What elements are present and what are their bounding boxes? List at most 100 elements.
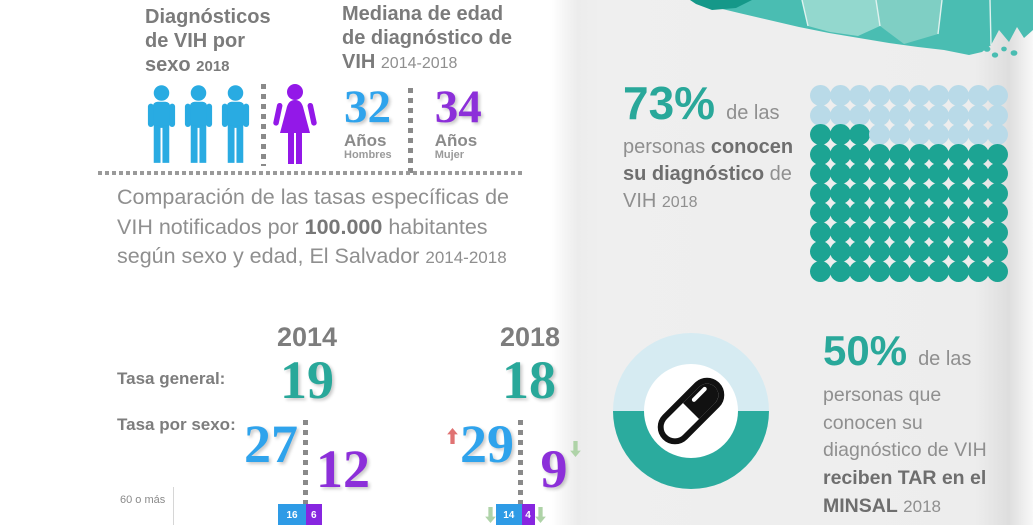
men-age-label: Hombres — [344, 149, 392, 161]
waffle-row — [810, 143, 1009, 165]
waffle-dot-filled — [869, 182, 891, 204]
waffle-dot-filled — [888, 260, 910, 282]
male-person-icon — [221, 85, 250, 163]
median-age-women: 34 Años Mujer — [435, 84, 482, 174]
age-bars-2018: 14 4 — [485, 504, 546, 525]
men-age-unit: Años — [344, 131, 387, 150]
comparison-intro-bold: 100.000 — [304, 214, 383, 239]
waffle-dot-filled — [888, 182, 910, 204]
waffle-dot-filled — [947, 260, 969, 282]
women-age-value: 34 — [434, 81, 482, 133]
comparison-intro-text-2: habitantes según sexo y edad, El Salvado… — [117, 214, 488, 269]
waffle-dot-empty — [987, 104, 1009, 126]
waffle-row — [810, 221, 1009, 243]
tar-suffix: de las — [918, 348, 972, 370]
know-status-post: de VIH — [623, 163, 792, 212]
median-age-divider-dots — [407, 88, 413, 174]
sex-ratio-pictogram — [145, 84, 317, 166]
know-status-text: personas conocen su diagnóstico de VIH 2… — [623, 134, 805, 215]
tar-year: 2018 — [903, 496, 941, 516]
pill-icon — [657, 377, 725, 445]
waffle-dot-filled — [967, 143, 989, 165]
know-status-headline: 73% de las — [623, 80, 779, 126]
waffle-dot-empty — [849, 104, 871, 126]
waffle-dot-filled — [928, 221, 950, 243]
waffle-dot-empty — [849, 85, 871, 106]
waffle-dot-filled — [829, 163, 851, 184]
down-arrow-icon — [534, 507, 546, 523]
sexo-divider-2018 — [518, 420, 523, 504]
waffle-dot-empty — [947, 104, 969, 126]
el-salvador-map — [690, 0, 1033, 58]
waffle-row — [810, 260, 1009, 282]
bar-female-2018: 4 — [521, 504, 535, 525]
waffle-dot-empty — [908, 85, 930, 106]
waffle-dot-empty — [908, 124, 930, 145]
waffle-dot-empty — [928, 85, 950, 106]
waffle-dot-empty — [967, 124, 989, 145]
waffle-dot-filled — [810, 202, 831, 223]
waffle-row — [810, 124, 1009, 145]
waffle-dot-filled — [987, 260, 1009, 282]
waffle-dot-filled — [928, 163, 950, 184]
bar-male-2018: 14 — [496, 504, 522, 525]
map-borders — [801, 0, 992, 46]
waffle-dot-filled — [829, 124, 851, 145]
tasa-mujeres-2014: 12 — [316, 439, 370, 499]
waffle-dot-filled — [869, 163, 891, 184]
waffle-dot-empty — [947, 124, 969, 145]
down-arrow-icon — [570, 441, 581, 457]
year-header-2014: 2014 — [276, 322, 338, 352]
waffle-dot-empty — [947, 85, 969, 106]
waffle-dot-filled — [849, 202, 871, 223]
waffle-dot-empty — [888, 124, 910, 145]
waffle-dot-filled — [849, 221, 871, 243]
women-age-unit: Años — [434, 131, 478, 150]
waffle-dot-filled — [810, 260, 831, 282]
waffle-dot-filled — [888, 221, 910, 243]
waffle-dot-filled — [967, 221, 989, 243]
waffle-dot-filled — [947, 182, 969, 204]
waffle-dot-empty — [967, 85, 989, 106]
waffle-dot-filled — [987, 143, 1009, 165]
waffle-dot-filled — [849, 182, 871, 204]
waffle-dot-empty — [987, 85, 1009, 106]
waffle-dot-empty — [829, 104, 851, 126]
know-status-year: 2018 — [661, 194, 698, 211]
waffle-dot-empty — [928, 104, 950, 126]
age-row-label: 60 o más — [120, 494, 166, 506]
waffle-dot-filled — [810, 241, 831, 262]
map-island — [1010, 50, 1018, 56]
age-bars-2014: 16 6 — [278, 504, 322, 525]
tasa-por-sexo-label: Tasa por sexo: — [117, 415, 236, 434]
waffle-dot-filled — [829, 241, 851, 262]
waffle-dot-filled — [810, 182, 831, 204]
waffle-row — [810, 163, 1009, 184]
waffle-chart — [810, 85, 1009, 282]
map-region-mid — [876, 0, 942, 44]
waffle-dot-filled — [967, 182, 989, 204]
median-age-men: 32 Años Hombres — [344, 84, 392, 174]
male-person-icon — [184, 85, 213, 163]
bar-female-2014: 6 — [306, 504, 322, 525]
tasa-hombres-2014: 27 — [244, 414, 298, 474]
waffle-dot-filled — [849, 163, 871, 184]
age-axis-line — [173, 487, 174, 525]
male-person-icon — [147, 85, 176, 163]
waffle-dot-filled — [928, 182, 950, 204]
waffle-dot-filled — [849, 241, 871, 262]
know-status-pre: personas — [623, 136, 711, 158]
waffle-row — [810, 241, 1009, 262]
up-arrow-icon — [447, 428, 458, 444]
waffle-dot-empty — [869, 124, 891, 145]
pictogram-divider-dots — [261, 84, 266, 166]
waffle-dot-filled — [869, 221, 891, 243]
waffle-dot-empty — [829, 85, 851, 106]
map-region-light — [802, 0, 880, 36]
tar-bold: reciben TAR en el MINSAL — [823, 467, 987, 517]
waffle-dot-filled — [928, 260, 950, 282]
diagnoses-by-sex-title: Diagnósticos de VIH por sexo 2018 — [145, 5, 277, 79]
waffle-dot-filled — [829, 260, 851, 282]
map-island — [1001, 46, 1007, 52]
waffle-dot-filled — [908, 202, 930, 223]
